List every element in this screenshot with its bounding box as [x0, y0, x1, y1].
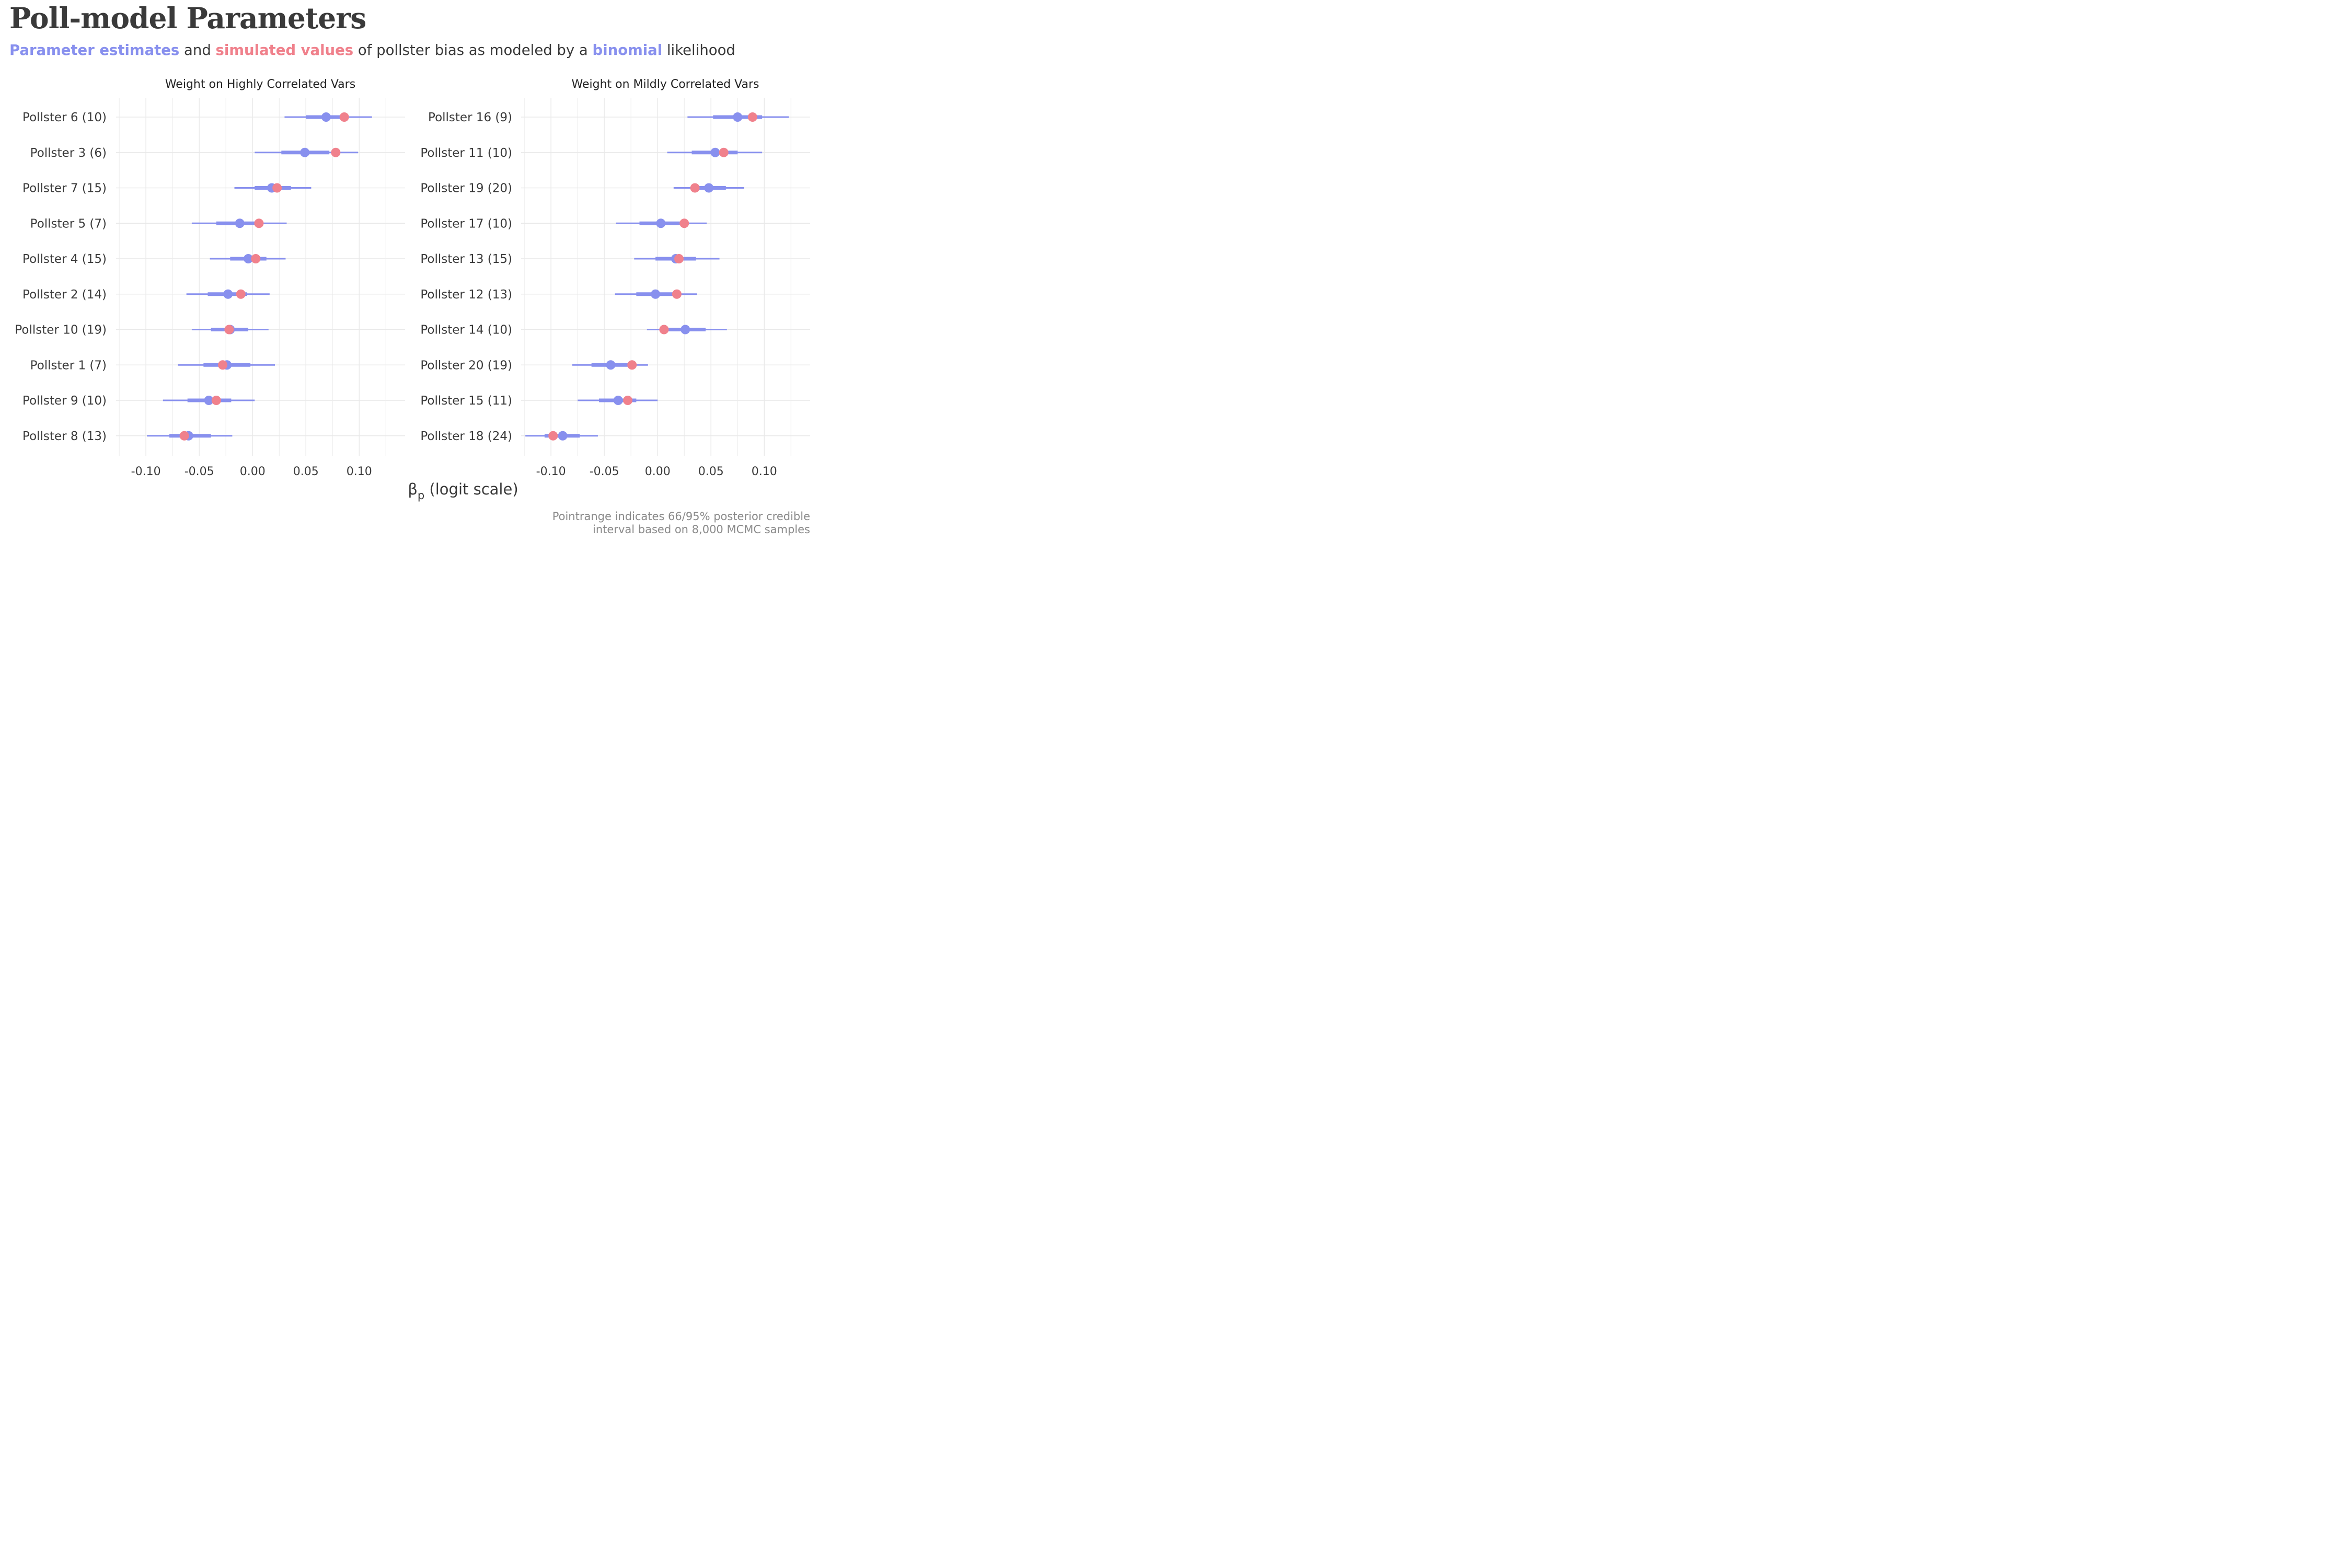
- simulated-point: [179, 431, 189, 441]
- estimate-point: [204, 396, 214, 405]
- estimate-point: [606, 360, 616, 370]
- pollster-label: Pollster 20 (19): [420, 359, 512, 372]
- x-tick-label: 0.00: [645, 465, 671, 478]
- chart-title: Poll-model Parameters: [9, 1, 366, 35]
- pollster-label: Pollster 10 (19): [15, 324, 107, 337]
- simulated-point: [254, 218, 264, 228]
- subtitle-text-2: of pollster bias as modeled by a: [353, 42, 593, 59]
- estimate-point: [704, 183, 714, 193]
- pollster-label: Pollster 9 (10): [22, 394, 107, 408]
- simulated-point: [272, 183, 282, 193]
- pollster-label: Pollster 16 (9): [428, 111, 512, 124]
- x-axis-title: βp (logit scale): [408, 480, 518, 502]
- simulated-point: [339, 112, 349, 122]
- pollster-label: Pollster 18 (24): [420, 430, 512, 443]
- pointrange-chart: Weight on Highly Correlated Vars Pollster…: [15, 78, 810, 502]
- pollster-label: Pollster 11 (10): [420, 146, 512, 160]
- simulated-point: [679, 218, 689, 228]
- simulated-point: [331, 147, 341, 157]
- pollster-label: Pollster 6 (10): [22, 111, 107, 124]
- simulated-point: [690, 183, 700, 193]
- pollster-label: Pollster 13 (15): [420, 252, 512, 266]
- simulated-point: [747, 112, 757, 122]
- estimate-point: [710, 147, 720, 157]
- x-axis-title-text: (logit scale): [424, 480, 518, 498]
- estimate-point: [733, 112, 743, 122]
- pollster-label: Pollster 12 (13): [420, 288, 512, 302]
- panel-2: Weight on Mildly Correlated Vars Pollster…: [420, 78, 810, 478]
- panel-title: Weight on Mildly Correlated Vars: [572, 78, 759, 91]
- simulated-point: [224, 325, 234, 335]
- panel-1: Weight on Highly Correlated Vars Pollster…: [15, 78, 405, 478]
- x-axis-title-symbol: β: [408, 480, 418, 498]
- pollster-label: Pollster 8 (13): [22, 430, 107, 443]
- simulated-point: [211, 396, 221, 405]
- subtitle-text-1: and: [179, 42, 216, 59]
- x-tick-label: -0.05: [185, 465, 214, 478]
- estimate-point: [223, 289, 233, 299]
- simulated-point: [674, 254, 684, 263]
- pollster-label: Pollster 19 (20): [420, 182, 512, 195]
- x-tick-label: 0.10: [752, 465, 777, 478]
- simulated-point: [623, 396, 633, 405]
- simulated-point: [218, 360, 228, 370]
- simulated-point: [627, 360, 637, 370]
- pollster-label: Pollster 15 (11): [420, 394, 512, 408]
- x-tick-label: 0.05: [698, 465, 724, 478]
- simulated-point: [719, 147, 729, 157]
- x-tick-label: 0.00: [240, 465, 266, 478]
- x-tick-label: 0.05: [293, 465, 319, 478]
- estimate-point: [244, 254, 253, 263]
- pollster-label: Pollster 4 (15): [22, 252, 107, 266]
- pollster-label: Pollster 2 (14): [22, 288, 107, 302]
- subtitle-simulated: simulated values: [215, 42, 354, 59]
- simulated-point: [548, 431, 558, 441]
- estimate-point: [613, 396, 623, 405]
- estimate-point: [656, 218, 666, 228]
- subtitle-binomial: binomial: [592, 42, 663, 59]
- estimate-point: [300, 147, 310, 157]
- estimate-point: [651, 289, 661, 299]
- simulated-point: [659, 325, 669, 335]
- x-tick-label: -0.05: [590, 465, 619, 478]
- pollster-label: Pollster 7 (15): [22, 182, 107, 195]
- simulated-point: [236, 289, 246, 299]
- estimate-point: [558, 431, 568, 441]
- panel-title: Weight on Highly Correlated Vars: [165, 78, 355, 91]
- x-axis-title-subscript: p: [418, 489, 424, 502]
- x-tick-label: 0.10: [347, 465, 372, 478]
- pollster-label: Pollster 14 (10): [420, 324, 512, 337]
- pollster-label: Pollster 3 (6): [30, 146, 107, 160]
- pollster-label: Pollster 17 (10): [420, 217, 512, 230]
- simulated-point: [251, 254, 261, 263]
- subtitle-estimates: Parameter estimates: [9, 42, 180, 59]
- subtitle-text-3: likelihood: [662, 42, 735, 59]
- estimate-point: [321, 112, 331, 122]
- caption-line-1: Pointrange indicates 66/95% posterior cr…: [552, 510, 810, 523]
- estimate-point: [235, 218, 245, 228]
- chart-caption: Pointrange indicates 66/95% posterior cr…: [552, 510, 810, 536]
- pollster-label: Pollster 5 (7): [30, 217, 107, 230]
- caption-line-2: interval based on 8,000 MCMC samples: [593, 523, 810, 536]
- pollster-label: Pollster 1 (7): [30, 359, 107, 372]
- x-tick-label: -0.10: [536, 465, 566, 478]
- simulated-point: [672, 289, 682, 299]
- chart-subtitle: Parameter estimates and simulated values…: [9, 42, 735, 59]
- x-tick-label: -0.10: [131, 465, 161, 478]
- estimate-point: [681, 325, 690, 335]
